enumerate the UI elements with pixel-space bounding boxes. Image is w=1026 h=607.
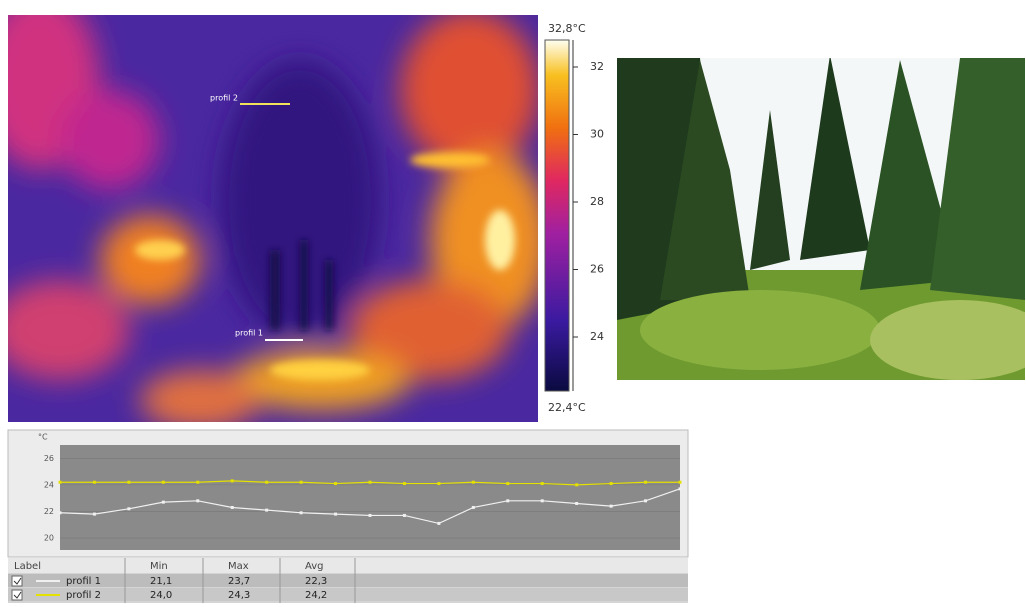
table-cell: 21,1 <box>150 576 172 587</box>
y-tick-label: 26 <box>44 454 54 463</box>
point <box>127 481 130 484</box>
profile-label: profil 1 <box>235 329 263 338</box>
y-axis-label: °C <box>38 433 48 442</box>
photo <box>617 55 1026 380</box>
point <box>679 481 682 484</box>
point <box>541 482 544 485</box>
point <box>541 499 544 502</box>
point <box>472 481 475 484</box>
scale-tick-label: 32 <box>590 60 604 73</box>
point <box>334 482 337 485</box>
plot-area <box>60 445 680 550</box>
table-cell: 24,2 <box>305 590 327 601</box>
point <box>334 513 337 516</box>
column-header: Min <box>150 561 168 572</box>
column-header: Label <box>14 561 41 572</box>
point <box>506 499 509 502</box>
y-tick-label: 22 <box>44 507 54 516</box>
point <box>59 511 62 514</box>
point <box>231 506 234 509</box>
y-tick-label: 24 <box>44 480 54 489</box>
y-tick-label: 20 <box>44 534 54 543</box>
point <box>369 481 372 484</box>
point <box>610 505 613 508</box>
point <box>231 479 234 482</box>
point <box>403 482 406 485</box>
point <box>679 487 682 490</box>
point <box>59 481 62 484</box>
table-row <box>8 588 688 601</box>
column-header: Avg <box>305 561 324 572</box>
point <box>403 514 406 517</box>
point <box>472 506 475 509</box>
scale-tick-label: 26 <box>590 263 604 276</box>
scale-tick-label: 28 <box>590 195 604 208</box>
point <box>300 481 303 484</box>
table-cell: 22,3 <box>305 576 327 587</box>
thermal-image <box>0 0 550 430</box>
table-cell: 24,3 <box>228 590 250 601</box>
point <box>437 482 440 485</box>
point <box>93 481 96 484</box>
point <box>162 481 165 484</box>
screen: profil 2 profil 1 32,8°C 22,4°C °C Label… <box>0 0 1026 603</box>
point <box>265 481 268 484</box>
scale-tick-label: 24 <box>590 330 604 343</box>
column-header: Max <box>228 561 249 572</box>
point <box>644 499 647 502</box>
profile-label: profil 2 <box>210 94 238 103</box>
point <box>196 499 199 502</box>
point <box>369 514 372 517</box>
point <box>506 482 509 485</box>
table-cell: 23,7 <box>228 576 250 587</box>
table-cell: profil 1 <box>66 576 101 587</box>
color-scale-bar <box>545 40 569 391</box>
point <box>610 482 613 485</box>
scale-tick-label: 30 <box>590 128 604 141</box>
point <box>575 483 578 486</box>
point <box>196 481 199 484</box>
table-header <box>8 558 688 573</box>
table-cell: profil 2 <box>66 590 101 601</box>
point <box>644 481 647 484</box>
point <box>93 513 96 516</box>
point <box>575 502 578 505</box>
point <box>162 501 165 504</box>
point <box>437 522 440 525</box>
page: profil 2 profil 1 32,8°C 22,4°C °C Label… <box>0 0 1026 603</box>
scale-min: 22,4°C <box>548 401 586 414</box>
table-row <box>8 574 688 587</box>
point <box>127 507 130 510</box>
point <box>265 509 268 512</box>
table-cell: 24,0 <box>150 590 172 601</box>
point <box>300 511 303 514</box>
scale-max: 32,8°C <box>548 22 586 35</box>
